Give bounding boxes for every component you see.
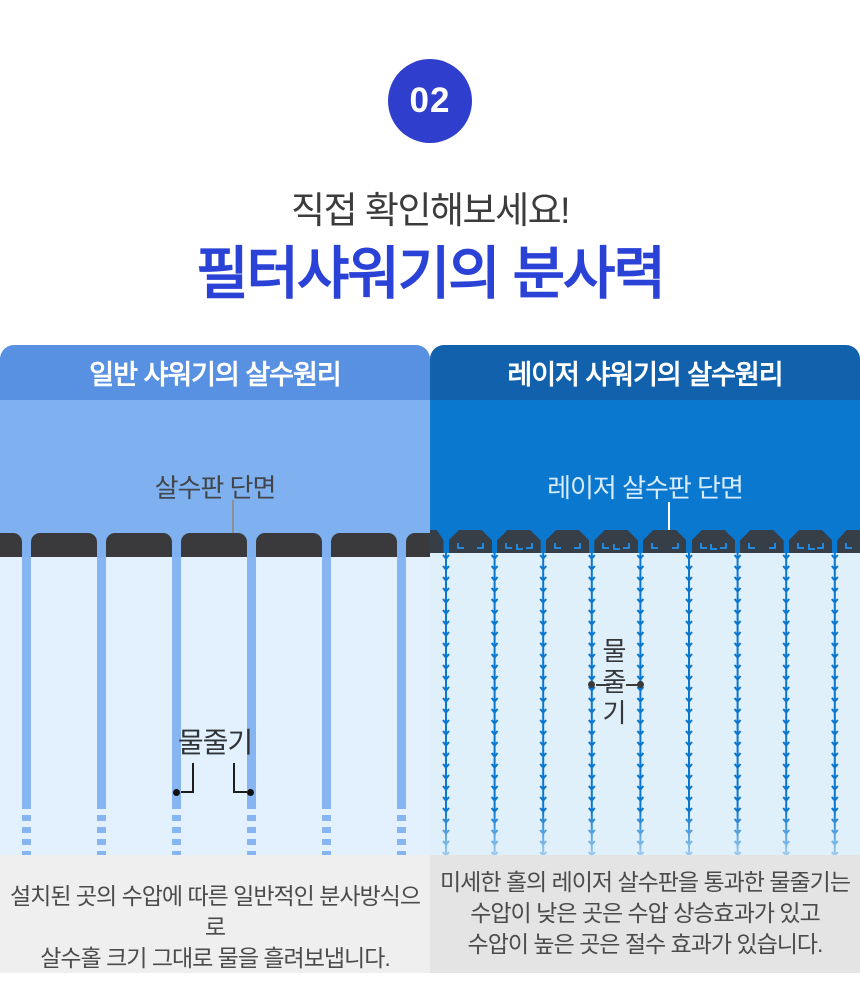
laser-plate-segment	[430, 530, 444, 553]
pointer-line	[232, 500, 234, 538]
splash-mark	[574, 543, 582, 549]
water-zone: 물줄기	[0, 557, 430, 855]
normal-shower-diagram: 살수판 단면 물줄기	[0, 400, 430, 855]
splash-mark	[553, 543, 561, 549]
laser-plate-segment	[740, 530, 784, 553]
laser-shower-diagram: 레이저 살수판 단면 물줄기	[430, 400, 860, 855]
panel-normal-shower: 일반 샤워기의 살수원리 살수판 단면 물줄기 설치된 곳의 수압에 따른 일반…	[0, 345, 430, 990]
caption-line: 수압이 낮은 곳은 수압 상승효과가 있고	[470, 900, 821, 926]
plate-segment	[180, 533, 247, 557]
splash-mark	[796, 543, 804, 549]
splash-mark	[671, 543, 679, 549]
water-stream	[171, 557, 181, 855]
caption-line: 설치된 곳의 수압에 따른 일반적인 분사방식으로	[10, 883, 421, 940]
laser-plate-cross-section-label: 레이저 살수판 단면	[547, 473, 744, 503]
pointer-dot	[637, 681, 644, 688]
plate-segment	[105, 533, 172, 557]
splash-mark	[710, 544, 718, 550]
plate-segment	[330, 533, 397, 557]
laser-plate-segment	[448, 530, 493, 553]
splash-mark	[817, 543, 825, 549]
splash-mark	[807, 544, 815, 550]
pointer-dot	[588, 681, 595, 688]
laser-plate-segment	[642, 530, 687, 553]
caption-line: 살수홀 크기 그대로 물을 흘려보냅니다.	[40, 945, 391, 971]
splash-mark	[699, 543, 707, 549]
splash-mark	[515, 544, 523, 550]
splash-mark	[525, 543, 533, 549]
splash-mark	[622, 543, 630, 549]
section-number-badge: 02	[388, 59, 472, 143]
splash-mark	[602, 543, 610, 549]
caption-line: 미세한 홀의 레이저 살수판을 통과한 물줄기는	[440, 869, 851, 895]
water-stream	[96, 557, 106, 855]
water-stream-label: 물줄기	[598, 637, 628, 730]
pointer-dot	[173, 789, 180, 796]
splash-mark	[748, 543, 756, 549]
comparison-section: 일반 샤워기의 살수원리 살수판 단면 물줄기 설치된 곳의 수압에 따른 일반…	[0, 345, 860, 990]
plate-segment	[0, 533, 22, 557]
section-number: 02	[409, 81, 451, 120]
normal-shower-caption: 설치된 곳의 수압에 따른 일반적인 분사방식으로 살수홀 크기 그대로 물을 …	[0, 855, 430, 973]
plate-segment	[255, 533, 322, 557]
splash-mark	[845, 543, 853, 549]
normal-shower-header: 일반 샤워기의 살수원리	[0, 345, 430, 400]
water-stream-label: 물줄기	[177, 727, 253, 758]
pointer-line	[626, 684, 640, 686]
water-stream	[396, 557, 406, 855]
plate-segment	[30, 533, 97, 557]
heading-section: 02 직접 확인해보세요! 필터샤워기의 분사력	[0, 0, 860, 345]
panel-laser-shower: 레이저 샤워기의 살수원리 레이저 살수판 단면 물줄기 미세한 홀의 레이저 …	[430, 345, 860, 990]
pointer-elbow-right	[233, 763, 247, 793]
pointer-elbow-left	[181, 763, 194, 793]
subtitle-text: 직접 확인해보세요!	[291, 190, 570, 231]
splash-mark	[613, 544, 621, 550]
caption-line: 수압이 높은 곳은 절수 효과가 있습니다.	[467, 931, 824, 957]
splash-mark	[456, 543, 464, 549]
plate-cross-section-label: 살수판 단면	[154, 473, 277, 503]
water-stream	[21, 557, 31, 855]
water-stream	[246, 557, 256, 855]
laser-shower-caption: 미세한 홀의 레이저 살수판을 통과한 물줄기는 수압이 낮은 곳은 수압 상승…	[430, 855, 860, 973]
pointer-dot	[247, 789, 254, 796]
water-stream	[321, 557, 331, 855]
splash-mark	[505, 543, 513, 549]
pointer-line	[668, 502, 670, 538]
page-title: 필터샤워기의 분사력	[196, 242, 666, 306]
splash-mark	[650, 543, 658, 549]
laser-water-streams	[430, 553, 860, 855]
pointer-line	[596, 684, 610, 686]
splash-mark	[720, 543, 728, 549]
laser-plate-segment	[837, 530, 860, 553]
plate-segment	[405, 533, 430, 557]
laser-shower-header: 레이저 샤워기의 살수원리	[430, 345, 860, 400]
splash-mark	[768, 543, 776, 549]
water-zone: 물줄기	[430, 553, 860, 855]
splash-mark	[477, 543, 485, 549]
laser-plate-segment	[545, 530, 590, 553]
